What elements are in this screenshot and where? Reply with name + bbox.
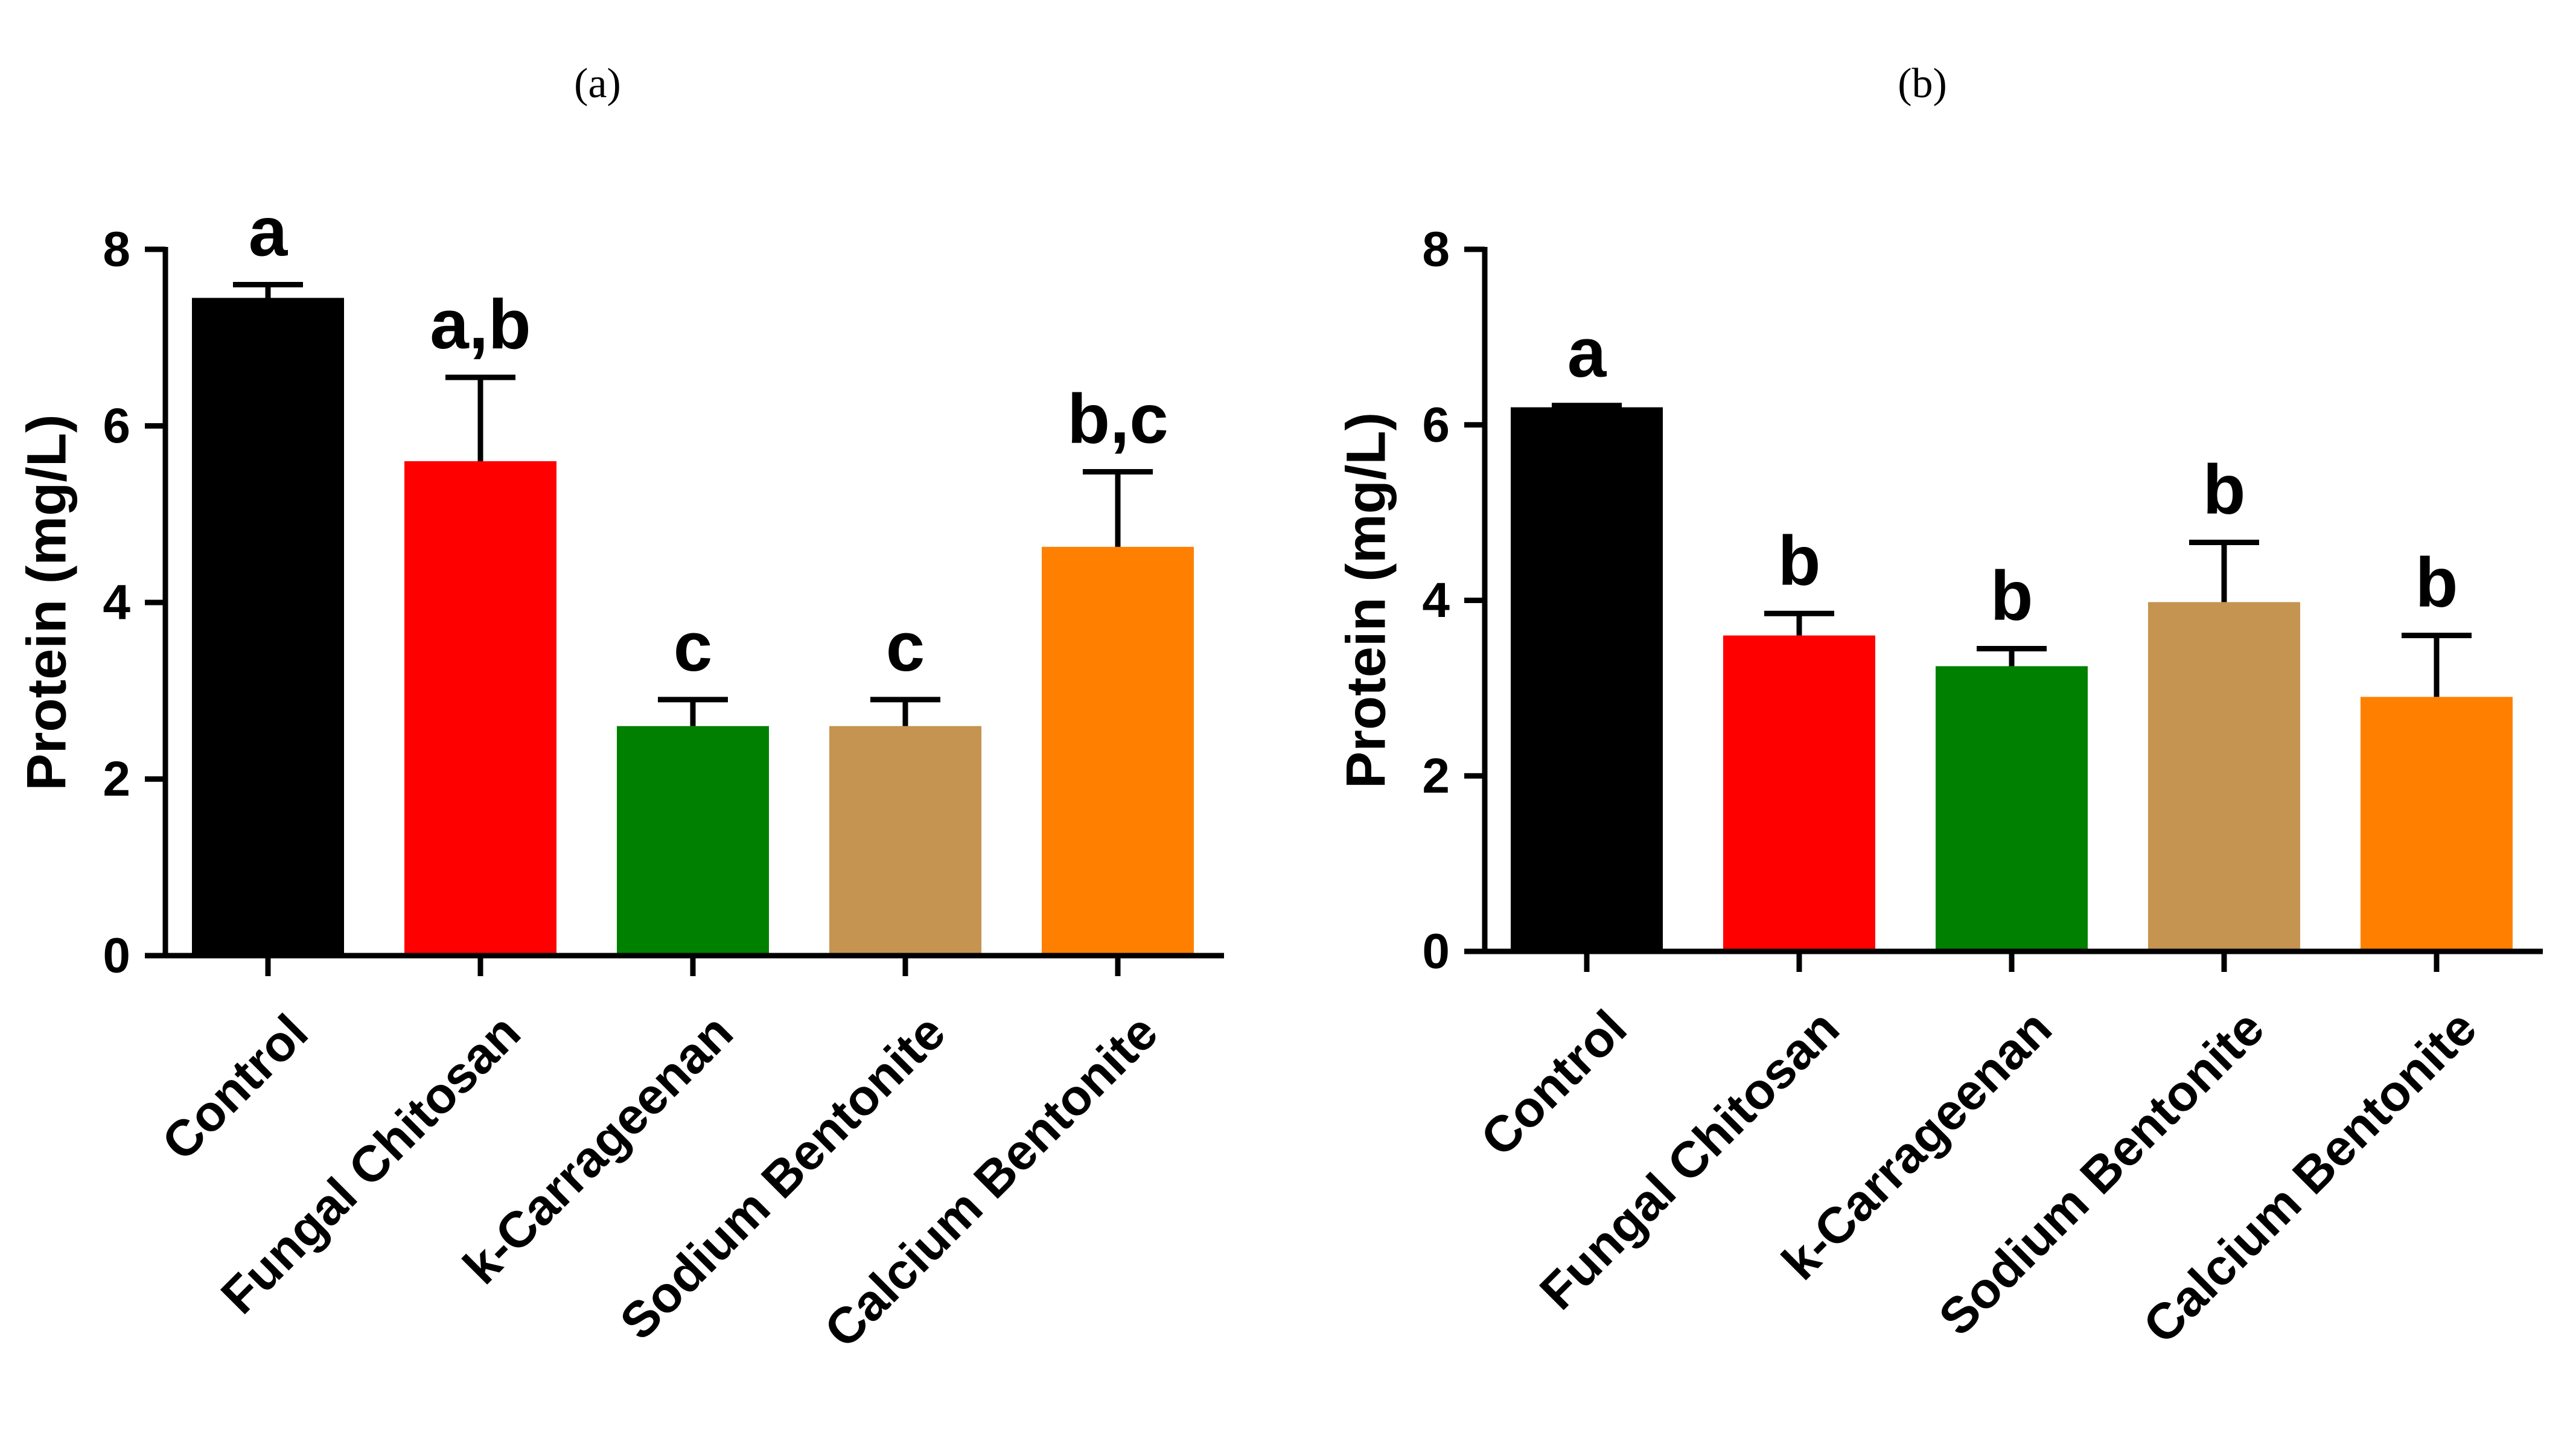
bar [2148,602,2300,951]
panel-label: (b) [1898,60,1947,107]
x-tick-label: Control [151,1003,319,1171]
significance-label: b [1991,556,2033,634]
y-tick-label: 8 [103,222,130,277]
y-tick-label: 6 [1422,397,1450,452]
y-tick-label: 6 [103,398,130,453]
bar [2361,697,2513,951]
bar [829,726,981,956]
y-tick-label: 8 [1422,222,1450,277]
error-bar [870,697,940,726]
error-bar [1083,469,1153,547]
y-tick-label: 0 [1422,924,1450,979]
error-bar [233,282,303,298]
error-bar [658,697,728,726]
y-tick-label: 2 [1422,749,1450,803]
y-tick-label: 0 [103,928,130,983]
bar [1511,407,1663,951]
error-bar [2189,540,2259,602]
significance-label: a,b [430,285,531,363]
panel-label: (a) [574,60,621,107]
significance-label: c [886,607,925,686]
significance-label: b,c [1067,380,1168,458]
significance-label: a [249,193,289,271]
significance-label: b [2415,543,2458,622]
bar [617,726,769,956]
y-tick-label: 2 [103,752,130,807]
y-axis-title: Protein (mg/L) [16,414,77,791]
error-bar [1977,645,2047,666]
bar [192,298,344,956]
significance-label: a [1567,313,1607,392]
bar [1723,635,1875,951]
significance-label: c [674,607,713,686]
error-bar [1552,403,1622,409]
y-tick-label: 4 [103,575,130,630]
error-bar [445,374,515,461]
error-bar [1764,610,1834,636]
y-axis-title: Protein (mg/L) [1335,412,1397,789]
bar [404,461,556,956]
bar [1936,666,2088,951]
significance-label: b [2203,450,2246,529]
significance-label: b [1778,521,1821,599]
bar [1042,546,1194,956]
y-tick-label: 4 [1422,573,1450,628]
error-bar [2402,633,2472,697]
x-tick-label: Control [1470,999,1637,1167]
